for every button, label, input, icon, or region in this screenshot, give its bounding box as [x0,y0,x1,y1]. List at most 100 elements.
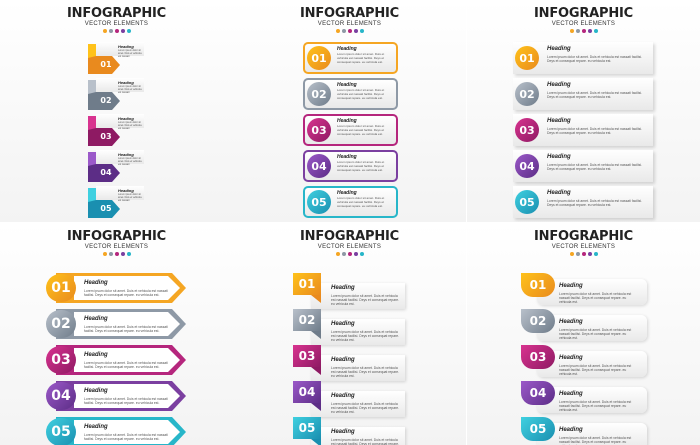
info-card [311,283,405,309]
arrow-fold [88,152,96,166]
item-heading: Heading [118,44,134,49]
info-card [96,78,144,92]
item-description: Lorem ipsum dolor sit amet. Duis et vehi… [118,49,142,58]
number-label: 02 [100,95,112,105]
item-heading: Heading [559,391,583,397]
arrow-fold [88,44,96,58]
panel-subtitle: VECTOR ELEMENTS [551,244,616,250]
panel-title: INFOGRAPHIC [67,229,166,244]
panel-title: INFOGRAPHIC [67,6,166,21]
number-badge: 05 [515,190,539,214]
item-description: Lorem ipsum dolor sit amet. Duis et vehi… [547,163,642,172]
item-description: Lorem ipsum dolor sit amet. Duis et vehi… [559,436,632,445]
arrow-inner [74,420,180,444]
number-badge: 02 [521,309,555,333]
item-description: Lorem ipsum dolor sit amet. Duis et vehi… [337,52,385,64]
number-badge: 03 [293,345,321,367]
number-badge: 03 [46,346,76,374]
infographic-panel-circles: INFOGRAPHIC VECTOR ELEMENTS 01 Heading Lorem… [467,0,700,222]
fold [311,403,321,411]
item-heading: Heading [337,82,357,88]
item-description: Lorem ipsum dolor sit amet. Duis et vehi… [118,193,142,202]
number-badge: 04 [515,154,539,178]
item-description: Lorem ipsum dolor sit amet. Duis et vehi… [84,433,168,442]
item-heading: Heading [118,80,134,85]
item-heading: Heading [337,46,357,52]
color-dot [581,29,586,33]
color-dot [108,252,113,256]
panel-subtitle: VECTOR ELEMENTS [317,21,382,27]
item-description: Lorem ipsum dolor sit amet. Duis et vehi… [559,292,632,305]
number-badge: 05 [521,417,555,441]
color-dot [359,252,364,256]
color-dots [102,252,131,256]
color-dot [341,252,346,256]
number-badge: 05 [293,417,321,439]
item-description: Lorem ipsum dolor sit amet. Duis et vehi… [337,196,385,208]
color-dot [353,29,358,33]
info-card [96,186,144,200]
fold-corner [311,367,321,375]
arrow-inner [74,348,180,372]
color-dot [587,29,592,33]
infographic-panel-arrow-small: INFOGRAPHIC VECTOR ELEMENTS 01 Heading Lorem… [0,0,233,222]
item-heading: Heading [84,352,108,358]
color-dot [102,29,107,33]
item-heading: Heading [547,190,571,196]
item-heading: Heading [118,116,134,121]
item-description: Lorem ipsum dolor sit amet. Duis et vehi… [559,328,632,341]
item-description: Lorem ipsum dolor sit amet. Duis et vehi… [559,400,632,413]
number-label: 03 [100,131,112,141]
item-heading: Heading [337,190,357,196]
arrow-banner [56,381,186,411]
number-badge: 01 [46,274,76,302]
arrow-banner [56,273,186,303]
panel-subtitle: VECTOR ELEMENTS [317,244,382,250]
item-description: Lorem ipsum dolor sit amet. Duis et vehi… [118,157,142,166]
color-dot [102,252,107,256]
color-dots [335,252,364,256]
arrow-inner [74,312,180,336]
info-card [311,391,405,417]
item-description: Lorem ipsum dolor sit amet. Duis et vehi… [337,124,385,136]
number-badge: 01 [521,273,555,297]
color-dot [569,252,574,256]
fold-corner [311,331,321,339]
number-badge: 02 [515,82,539,106]
panel-title: INFOGRAPHIC [300,6,399,21]
panel-subtitle: VECTOR ELEMENTS [551,21,616,27]
number-label: 01 [100,59,112,69]
color-dots [335,29,364,33]
color-dot [335,252,340,256]
item-description: Lorem ipsum dolor sit amet. Duis et vehi… [547,91,642,100]
item-heading: Heading [331,357,355,363]
number-badge: 03 [521,345,555,369]
item-description: Lorem ipsum dolor sit amet. Duis et vehi… [84,397,168,406]
info-card [311,427,405,445]
color-dot [126,252,131,256]
panel-subtitle: VECTOR ELEMENTS [84,21,149,27]
fold-corner [311,295,321,303]
color-dot [575,252,580,256]
arrow-banner [56,309,186,339]
panel-title: INFOGRAPHIC [534,229,633,244]
number-badge: 03 [515,118,539,142]
color-dot [126,29,131,33]
item-description: Lorem ipsum dolor sit amet. Duis et vehi… [331,438,400,445]
color-dot [581,252,586,256]
item-heading: Heading [84,280,108,286]
item-heading: Heading [331,321,355,327]
item-description: Lorem ipsum dolor sit amet. Duis et vehi… [547,55,642,64]
item-description: Lorem ipsum dolor sit amet. Duis et vehi… [84,325,168,334]
number-badge: 03 [307,118,331,142]
color-dot [569,29,574,33]
number-badge: 02 [307,82,331,106]
item-description: Lorem ipsum dolor sit amet. Duis et vehi… [84,289,168,298]
info-card [537,315,647,341]
info-card [311,319,405,345]
item-description: Lorem ipsum dolor sit amet. Duis et vehi… [118,121,142,130]
arrow-tab-shape [88,80,120,110]
item-heading: Heading [547,118,571,124]
item-heading: Heading [84,316,108,322]
arrow-tab-shape [88,116,120,146]
